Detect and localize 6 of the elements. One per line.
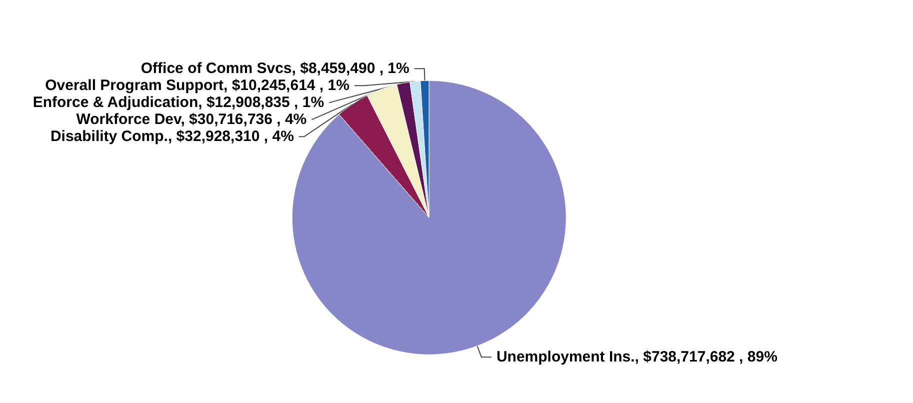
slice-label: Unemployment Ins., $738,717,682 , 89%	[496, 348, 778, 366]
slice-label: Enforce & Adjudication, $12,908,835 , 1%	[32, 94, 324, 112]
slice-label: Overall Program Support, $10,245,614 , 1%	[45, 77, 350, 94]
slice-label: Workforce Dev, $30,716,736 , 4%	[76, 111, 307, 128]
slice-label: Office of Comm Svcs, $8,459,490 , 1%	[140, 60, 410, 78]
slice-label: Disability Comp., $32,928,310 , 4%	[50, 128, 294, 146]
